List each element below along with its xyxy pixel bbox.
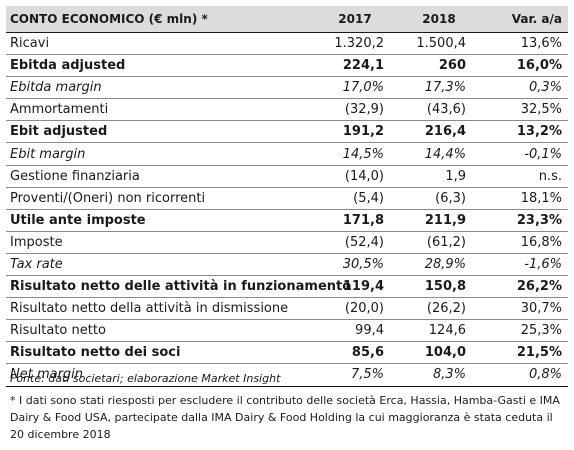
row-value-2018: 216,4 bbox=[396, 120, 482, 144]
row-value-2018: (43,6) bbox=[396, 98, 482, 122]
row-label: Ebit margin bbox=[6, 142, 314, 166]
row-value-variation: 32,5% bbox=[482, 98, 568, 122]
row-value-2017: 171,8 bbox=[314, 209, 396, 232]
source-note: Fonte: dati societari; elaborazione Mark… bbox=[10, 372, 281, 385]
row-value-2018: 124,6 bbox=[396, 319, 482, 343]
row-label: Ammortamenti bbox=[6, 98, 314, 122]
row-value-2017: 17,0% bbox=[314, 76, 396, 100]
row-value-variation: 30,7% bbox=[482, 297, 568, 321]
table-row: Risultato netto dei soci 85,6 104,0 21,5% bbox=[6, 341, 568, 365]
row-value-2018: 260 bbox=[396, 54, 482, 78]
row-value-2018: 14,4% bbox=[396, 142, 482, 166]
row-value-variation: -0,1% bbox=[482, 142, 568, 166]
table-row: Utile ante imposte 171,8 211,9 23,3% bbox=[6, 209, 568, 232]
row-value-2017: 1.320,2 bbox=[314, 32, 396, 56]
row-label: Utile ante imposte bbox=[6, 209, 314, 232]
row-value-2017: (32,9) bbox=[314, 98, 396, 122]
table-row: Risultato netto delle attività in funzio… bbox=[6, 275, 568, 299]
row-value-variation: 0,8% bbox=[482, 363, 568, 387]
table-row: Imposte (52,4) (61,2) 16,8% bbox=[6, 231, 568, 254]
row-label: Risultato netto delle attività in funzio… bbox=[6, 275, 351, 299]
row-label: Net margin bbox=[6, 363, 314, 387]
row-label: Ebitda margin bbox=[6, 76, 314, 100]
row-value-2018: 211,9 bbox=[396, 209, 482, 232]
table-row: Ricavi 1.320,2 1.500,4 13,6% bbox=[6, 32, 568, 56]
table-row: Ebitda adjusted 224,1 260 16,0% bbox=[6, 54, 568, 78]
row-value-2017: 119,4 bbox=[314, 275, 396, 299]
row-value-2018: 17,3% bbox=[396, 76, 482, 100]
header-2018: 2018 bbox=[396, 6, 482, 33]
row-value-2018: 150,8 bbox=[396, 275, 482, 299]
header-2017: 2017 bbox=[314, 6, 396, 33]
row-value-2018: 8,3% bbox=[396, 363, 482, 387]
table-row: Gestione finanziaria (14,0) 1,9 n.s. bbox=[6, 165, 568, 188]
row-value-2017: 224,1 bbox=[314, 54, 396, 78]
row-value-2018: (6,3) bbox=[396, 187, 482, 210]
table-header-row: CONTO ECONOMICO (€ mln) * 2017 2018 Var.… bbox=[6, 6, 568, 33]
table-row: Proventi/(Oneri) non ricorrenti (5,4) (6,3… bbox=[6, 187, 568, 210]
table-row: Ebit adjusted 191,2 216,4 13,2% bbox=[6, 120, 568, 144]
row-value-variation: 13,2% bbox=[482, 120, 568, 144]
row-value-2018: (61,2) bbox=[396, 231, 482, 254]
row-value-variation: 23,3% bbox=[482, 209, 568, 232]
row-value-2017: 7,5% bbox=[314, 363, 396, 387]
row-label: Ebitda adjusted bbox=[6, 54, 314, 78]
table-row: Risultato netto 99,4 124,6 25,3% bbox=[6, 319, 568, 343]
row-value-2018: 28,9% bbox=[396, 253, 482, 277]
row-label: Ebit adjusted bbox=[6, 120, 314, 144]
footnote: * I dati sono stati riesposti per esclud… bbox=[10, 394, 560, 441]
header-label: CONTO ECONOMICO (€ mln) * bbox=[6, 6, 314, 33]
table-row: Tax rate 30,5% 28,9% -1,6% bbox=[6, 253, 568, 277]
row-value-variation: 25,3% bbox=[482, 319, 568, 343]
row-value-variation: 21,5% bbox=[482, 341, 568, 365]
row-value-2018: 1,9 bbox=[396, 165, 482, 188]
row-value-variation: 16,8% bbox=[482, 231, 568, 254]
row-value-variation: 16,0% bbox=[482, 54, 568, 78]
row-value-variation: -1,6% bbox=[482, 253, 568, 277]
row-label: Proventi/(Oneri) non ricorrenti bbox=[6, 187, 314, 210]
row-value-2017: (14,0) bbox=[314, 165, 396, 188]
row-value-variation: 26,2% bbox=[482, 275, 568, 299]
row-value-variation: n.s. bbox=[482, 165, 568, 188]
row-value-2017: 99,4 bbox=[314, 319, 396, 343]
row-value-2017: 30,5% bbox=[314, 253, 396, 277]
row-label: Risultato netto bbox=[6, 319, 314, 343]
row-label: Gestione finanziaria bbox=[6, 165, 314, 188]
row-label: Tax rate bbox=[6, 253, 314, 277]
income-statement-table: CONTO ECONOMICO (€ mln) * 2017 2018 Var.… bbox=[6, 6, 568, 387]
table-row: Risultato netto della attività in dismis… bbox=[6, 297, 568, 321]
table-row: Ebitda margin 17,0% 17,3% 0,3% bbox=[6, 76, 568, 100]
row-value-2018: 104,0 bbox=[396, 341, 482, 365]
table-row: Ammortamenti (32,9) (43,6) 32,5% bbox=[6, 98, 568, 122]
row-value-variation: 0,3% bbox=[482, 76, 568, 100]
row-value-2017: (5,4) bbox=[314, 187, 396, 210]
row-value-2017: 14,5% bbox=[314, 142, 396, 166]
row-label: Risultato netto dei soci bbox=[6, 341, 314, 365]
row-value-2017: (20,0) bbox=[314, 297, 396, 321]
row-value-2017: 191,2 bbox=[314, 120, 396, 144]
table-row: Ebit margin 14,5% 14,4% -0,1% bbox=[6, 142, 568, 166]
row-value-variation: 18,1% bbox=[482, 187, 568, 210]
row-value-2017: 85,6 bbox=[314, 341, 396, 365]
header-variation: Var. a/a bbox=[482, 6, 568, 33]
row-value-2017: (52,4) bbox=[314, 231, 396, 254]
row-label: Ricavi bbox=[6, 32, 314, 56]
table-body: Ricavi 1.320,2 1.500,4 13,6% Ebitda adjusted… bbox=[6, 32, 568, 387]
row-label: Risultato netto della attività in dismis… bbox=[6, 297, 314, 321]
row-value-variation: 13,6% bbox=[482, 32, 568, 56]
table-row: Net margin 7,5% 8,3% 0,8% bbox=[6, 363, 568, 387]
row-value-2018: 1.500,4 bbox=[396, 32, 482, 56]
row-label: Imposte bbox=[6, 231, 314, 254]
row-value-2018: (26,2) bbox=[396, 297, 482, 321]
